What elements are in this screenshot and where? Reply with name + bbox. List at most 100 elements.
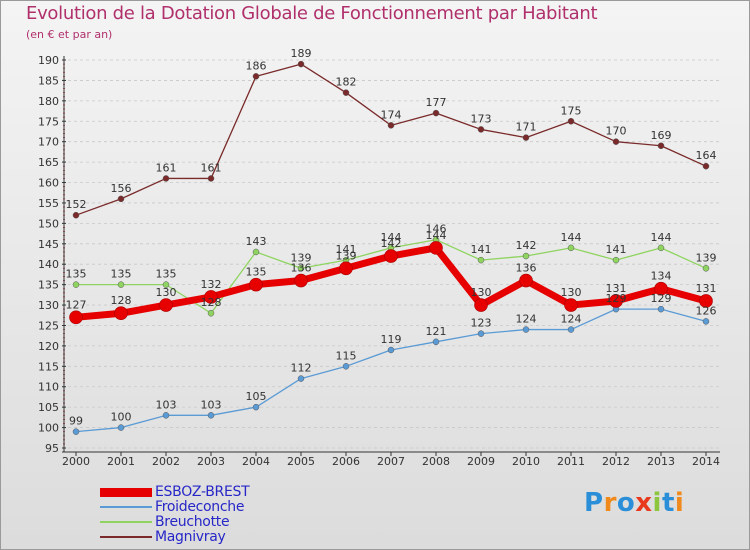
data-point-magnivray [162,175,170,182]
data-point-esboz-brest [204,290,218,304]
legend-label: Breuchotte [155,514,230,530]
data-point-breuchotte [522,252,530,260]
x-tick-label: 2002 [152,455,180,468]
data-label-breuchotte: 135 [66,268,87,281]
data-label-froideconche: 99 [69,415,83,428]
data-point-esboz-brest [654,281,668,296]
legend-label: Froideconche [155,499,245,515]
data-label-magnivray: 169 [651,129,672,142]
y-tick-label: 125 [38,319,59,332]
data-label-froideconche: 126 [696,304,717,317]
data-label-esboz-brest: 131 [606,282,627,295]
x-tick-label: 2003 [197,455,225,468]
x-tick-label: 2013 [647,455,675,468]
y-tick-label: 115 [38,360,59,373]
y-tick-label: 160 [38,177,59,190]
x-tick-label: 2005 [287,455,315,468]
data-point-breuchotte [117,281,125,288]
data-label-breuchotte: 144 [561,231,582,244]
data-point-esboz-brest [564,298,578,312]
data-point-breuchotte [207,309,215,317]
y-tick-label: 165 [38,156,59,169]
data-point-froideconche [702,318,710,325]
x-tick-label: 2009 [467,455,495,468]
data-point-esboz-brest [249,277,263,292]
data-point-breuchotte [297,265,305,272]
data-label-froideconche: 100 [111,411,132,424]
data-label-breuchotte: 139 [696,251,717,264]
data-label-froideconche: 124 [561,313,582,326]
data-point-esboz-brest [114,306,128,321]
data-label-esboz-brest: 136 [516,262,537,275]
data-point-esboz-brest [69,310,83,325]
data-point-froideconche [522,326,530,333]
data-label-froideconche: 103 [156,398,177,411]
series-line-froideconche [75,308,707,433]
data-label-esboz-brest: 136 [291,262,312,275]
data-point-esboz-brest [339,261,353,276]
y-tick-label: 145 [38,238,59,251]
data-point-froideconche [72,428,80,435]
x-tick-label: 2001 [107,455,135,468]
data-point-esboz-brest [384,249,398,263]
x-tick-label: 2011 [557,455,585,468]
data-point-esboz-brest [294,273,308,288]
data-label-esboz-brest: 130 [156,286,177,299]
data-label-magnivray: 152 [66,198,87,211]
y-tick-label: 120 [38,340,59,353]
data-point-esboz-brest [519,273,533,288]
data-point-esboz-brest [474,298,488,312]
data-label-froideconche: 112 [291,362,312,375]
data-label-esboz-brest: 144 [426,229,447,242]
data-label-froideconche: 124 [516,313,537,326]
y-tick-label: 170 [38,136,59,149]
legend-swatch-magnivray [100,535,152,539]
data-label-magnivray: 161 [201,161,222,174]
legend-item: ESBOZ-BREST [100,484,360,500]
legend-swatch-esboz-brest [100,487,152,497]
x-tick-label: 2007 [377,455,405,468]
data-label-breuchotte: 143 [246,235,267,248]
data-label-esboz-brest: 139 [336,249,357,262]
data-label-breuchotte: 141 [336,243,357,256]
data-point-froideconche [297,375,305,382]
data-label-esboz-brest: 134 [651,270,672,283]
data-label-magnivray: 175 [561,104,582,117]
y-tick-label: 180 [38,95,59,108]
data-point-froideconche [567,326,575,333]
data-label-breuchotte: 128 [201,296,222,309]
data-label-breuchotte: 135 [111,268,132,281]
data-point-magnivray [657,142,665,150]
data-label-esboz-brest: 135 [246,266,267,279]
logo-letter: x [635,488,653,518]
x-tick-label: 2014 [692,455,720,468]
data-point-magnivray [207,175,215,182]
data-point-esboz-brest [699,294,713,308]
data-label-breuchotte: 142 [516,239,537,252]
y-tick-label: 175 [38,115,59,128]
data-point-froideconche [117,424,125,431]
x-tick-label: 2000 [62,455,90,468]
data-label-magnivray: 156 [111,182,132,195]
data-label-esboz-brest: 142 [381,237,402,250]
y-tick-label: 150 [38,217,59,230]
data-label-breuchotte: 144 [651,231,672,244]
chart-title: Evolution de la Dotation Globale de Fonc… [26,3,598,24]
y-tick-label: 140 [38,258,59,271]
data-point-breuchotte [612,256,620,264]
data-point-breuchotte [72,281,80,288]
data-point-froideconche [342,363,350,370]
data-label-esboz-brest: 130 [561,286,582,299]
data-point-magnivray [387,122,395,129]
x-tick-label: 2012 [602,455,630,468]
data-label-magnivray: 164 [696,149,717,162]
data-label-magnivray: 174 [381,108,402,121]
chart-subtitle: (en € et par an) [26,28,113,41]
data-label-froideconche: 121 [426,325,447,338]
data-label-froideconche: 129 [606,292,627,305]
legend-item: Froideconche [100,499,360,515]
y-tick-label: 155 [38,197,59,210]
logo-letter: t [661,488,675,518]
